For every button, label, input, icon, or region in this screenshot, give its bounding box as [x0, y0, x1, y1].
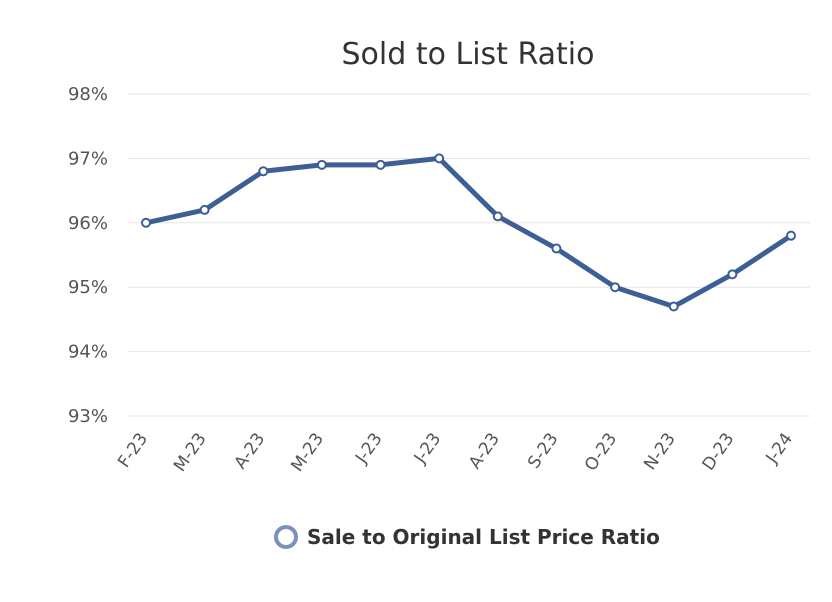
data-point[interactable] — [141, 217, 151, 228]
data-point[interactable] — [786, 230, 796, 241]
data-point[interactable] — [258, 166, 269, 177]
y-tick-label: 97% — [68, 148, 108, 169]
x-tick-label: J-23 — [351, 429, 386, 468]
y-tick-label: 98% — [68, 84, 108, 105]
data-point[interactable] — [492, 211, 503, 222]
x-tick-label: O-23 — [581, 429, 621, 475]
data-point[interactable] — [375, 159, 386, 170]
series-layer — [141, 153, 796, 312]
data-point[interactable] — [668, 301, 679, 312]
y-tick-label: 93% — [68, 406, 108, 427]
x-tick-label: N-23 — [640, 429, 680, 474]
data-point[interactable] — [434, 153, 445, 164]
gridlines — [128, 93, 810, 417]
data-point[interactable] — [316, 159, 327, 170]
x-tick-label: J-23 — [410, 429, 445, 468]
x-tick-label: J-24 — [762, 429, 797, 468]
legend-marker — [274, 525, 298, 549]
x-tick-label: F-23 — [114, 429, 152, 471]
x-tick-label: M-23 — [287, 429, 328, 475]
y-tick-label: 94% — [68, 342, 108, 363]
data-point[interactable] — [727, 269, 738, 280]
x-tick-label: S-23 — [524, 429, 563, 472]
y-axis-ticks: 93% 94% 95% 96% 97% 98% — [68, 84, 108, 427]
y-tick-label: 95% — [68, 277, 108, 298]
x-tick-label: A-23 — [465, 429, 504, 472]
x-tick-label: M-23 — [170, 429, 211, 475]
legend-label: Sale to Original List Price Ratio — [307, 525, 660, 549]
chart-title: Sold to List Ratio — [342, 37, 595, 72]
series-line — [143, 155, 794, 310]
x-axis-ticks: F-23 M-23 A-23 M-23 J-23 J-23 A-23 S-23 O-23 N-23… — [114, 429, 797, 475]
data-point[interactable] — [199, 204, 210, 215]
x-tick-label: D-23 — [699, 429, 739, 474]
x-tick-label: A-23 — [231, 429, 270, 472]
data-point[interactable] — [551, 243, 562, 254]
y-tick-label: 96% — [68, 213, 108, 234]
data-point[interactable] — [610, 282, 621, 293]
legend[interactable]: Sale to Original List Price Ratio — [274, 525, 660, 549]
